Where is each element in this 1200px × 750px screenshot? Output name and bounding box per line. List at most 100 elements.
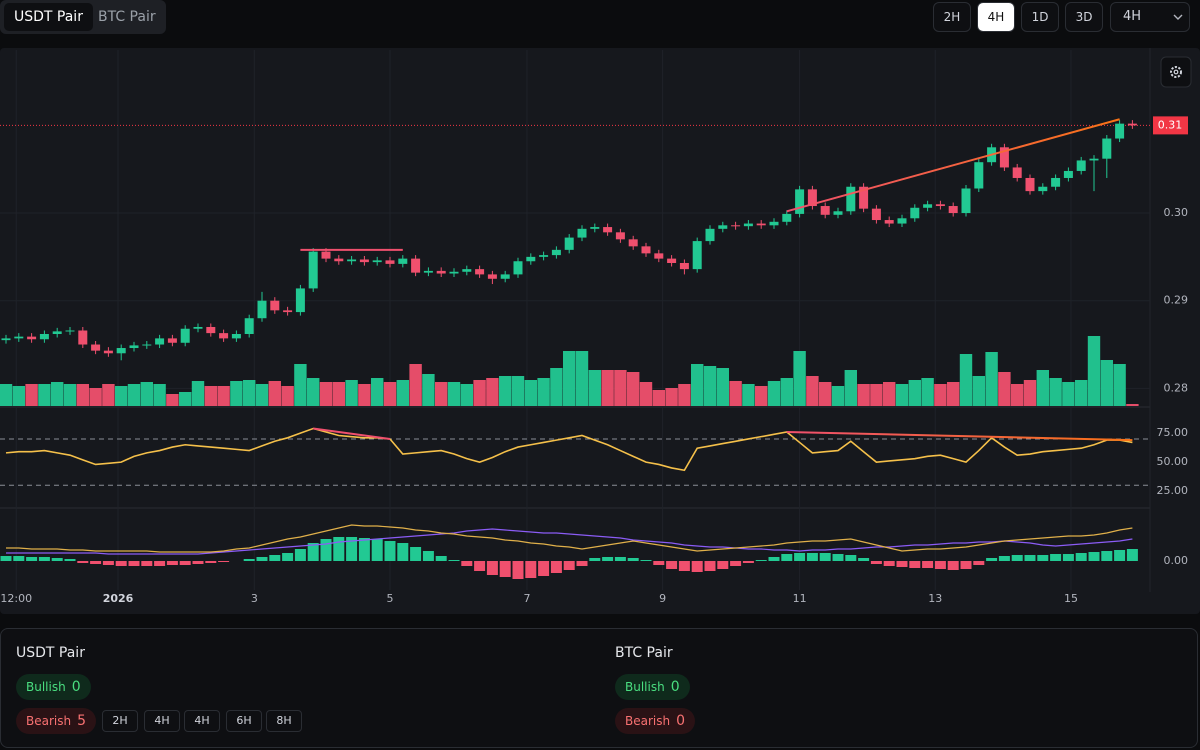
pill-label: Bullish <box>26 680 66 694</box>
volume-bar <box>972 376 985 406</box>
histogram-bar <box>960 561 972 569</box>
candle-body <box>820 206 830 215</box>
volume-bar <box>51 382 64 406</box>
x-tick-label: 11 <box>793 592 807 605</box>
candle-body <box>1063 170 1073 178</box>
candle-body <box>27 336 37 340</box>
histogram-bar <box>435 556 447 561</box>
histogram-bar <box>922 561 934 568</box>
volume-bar <box>524 380 537 406</box>
histogram-bar <box>934 561 946 569</box>
candle-body <box>628 239 638 247</box>
volume-bar <box>435 382 448 406</box>
volume-bar <box>575 351 589 406</box>
bullish-pill: Bullish 0 <box>615 674 690 700</box>
volume-bar <box>908 380 921 406</box>
candle-body <box>1127 123 1137 126</box>
histogram-bar <box>282 553 294 561</box>
volume-bar <box>1113 364 1126 406</box>
candle-body <box>334 258 344 262</box>
histogram-bar <box>320 539 332 561</box>
candle-body <box>577 228 587 238</box>
volume-bar <box>102 384 115 406</box>
summary-timeframe[interactable]: 2H <box>102 710 138 732</box>
candle-body <box>551 249 561 256</box>
x-tick-label: 2026 <box>103 592 134 605</box>
summary-timeframe[interactable]: 8H <box>266 710 302 732</box>
volume-bar <box>204 386 217 406</box>
summary-timeframe[interactable]: 6H <box>226 710 262 732</box>
candle-body <box>884 220 894 224</box>
volume-bar <box>1100 360 1113 406</box>
histogram-bar <box>269 555 281 561</box>
histogram-bar <box>243 559 255 561</box>
candle-body <box>910 207 920 219</box>
candle-body <box>948 206 958 214</box>
y-tick-label: 0.00 <box>1164 554 1189 567</box>
histogram-bar <box>13 556 25 561</box>
histogram-bar <box>90 561 102 564</box>
candle-body <box>743 223 753 227</box>
timeframe-button[interactable]: 4H <box>977 2 1015 32</box>
volume-bar <box>1049 378 1062 406</box>
candle-body <box>91 344 101 351</box>
timeframe-button[interactable]: 2H <box>933 2 971 32</box>
histogram-bar <box>563 561 575 570</box>
histogram-bar <box>819 553 831 561</box>
volume-bar <box>1087 336 1101 406</box>
settings-button[interactable] <box>1160 56 1192 88</box>
histogram-bar <box>538 561 550 576</box>
volume-bar <box>627 372 640 406</box>
candle-body <box>897 218 907 224</box>
timeframe-button[interactable]: 1D <box>1021 2 1059 32</box>
volume-bar <box>857 384 870 406</box>
volume-bar <box>358 384 371 406</box>
chevron <box>1173 14 1183 20</box>
candle-body <box>705 228 715 242</box>
candle-body <box>39 334 49 340</box>
last-price-box <box>1153 116 1188 135</box>
volume-bar <box>1062 382 1075 406</box>
volume-bar <box>89 388 102 406</box>
candle-body <box>347 259 357 262</box>
candle-body <box>436 270 446 274</box>
bearish-pill: Bearish 5 <box>16 708 97 734</box>
bullish-pill: Bullish 0 <box>16 674 91 700</box>
histogram-bar <box>115 561 127 566</box>
volume-bar <box>345 380 358 406</box>
timeframe-button[interactable]: 3D <box>1065 2 1103 32</box>
histogram-bar <box>179 561 191 565</box>
pill-count: 5 <box>77 713 87 729</box>
y-tick-label: 75.00 <box>1157 426 1189 439</box>
histogram-bar <box>794 553 806 561</box>
histogram-bar <box>499 561 511 577</box>
histogram-bar <box>806 553 818 561</box>
timeframe-select[interactable]: 4H <box>1110 2 1190 32</box>
candle-body <box>1025 177 1035 192</box>
summary-timeframe[interactable]: 4H <box>184 710 220 732</box>
volume-bar <box>614 370 627 406</box>
histogram-bar <box>1062 554 1074 561</box>
candle-body <box>116 348 126 354</box>
volume-bar <box>268 381 281 406</box>
y-tick-label: 0.30 <box>1164 206 1189 219</box>
summary-timeframe[interactable]: 4H <box>144 710 180 732</box>
tab[interactable]: USDT Pair <box>4 3 93 31</box>
histogram-bar <box>666 561 678 569</box>
volume-bar <box>25 384 38 406</box>
volume-bar <box>294 364 307 406</box>
histogram-bar <box>678 561 690 571</box>
volume-bar <box>1126 404 1139 406</box>
histogram-bar <box>602 557 614 561</box>
volume-bar <box>319 382 333 406</box>
histogram-bar <box>0 556 12 561</box>
histogram-bar <box>410 547 422 561</box>
histogram-bar <box>141 561 153 566</box>
histogram-bar <box>858 558 870 561</box>
volume-bar <box>895 384 909 406</box>
histogram-bar <box>947 561 959 570</box>
candle-body <box>859 186 869 209</box>
candle-body <box>231 334 241 339</box>
tab[interactable]: BTC Pair <box>98 9 156 25</box>
